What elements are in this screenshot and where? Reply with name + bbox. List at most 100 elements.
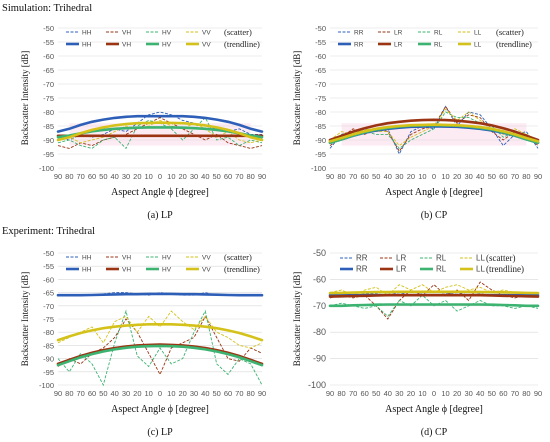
x-tick-label: 70 <box>349 389 357 398</box>
y-tick-label: -90 <box>315 136 326 145</box>
y-tick-label: -85 <box>43 341 54 350</box>
y-axis-label: Backscatter Intensity [dB] <box>292 51 302 145</box>
legend-trend-label: RL <box>434 42 443 49</box>
x-tick-label: 30 <box>464 389 472 398</box>
legend-scatter-label: VH <box>122 30 131 37</box>
legend-trend-label: LR <box>394 42 403 49</box>
legend-scatter-label: LL <box>474 30 482 37</box>
scatter-series-vh <box>57 117 263 149</box>
x-tick-label: 90 <box>534 172 542 181</box>
x-tick-label: 80 <box>246 389 254 398</box>
x-tick-label: 70 <box>76 389 84 398</box>
y-tick-label: -95 <box>43 368 54 377</box>
legend-scatter-label: VV <box>202 255 211 262</box>
experiment-section-title: Experiment: Trihedral <box>2 226 96 237</box>
trendline-series-hv <box>56 126 264 139</box>
legend-trend-note: (trendline) <box>486 264 524 274</box>
chart-panel-d: -100 -90 -80 -70 -60 -50 90 80 70 60 50 40 30 20 10 0 10… <box>280 243 545 442</box>
scatter-series-ll <box>329 108 539 147</box>
x-tick-label: 30 <box>190 389 198 398</box>
x-tick-label: 60 <box>224 389 232 398</box>
x-tick-label: 0 <box>432 389 436 398</box>
x-axis-label: Aspect Angle ϕ [degree] <box>111 404 209 415</box>
x-tick-label: 60 <box>88 389 96 398</box>
y-tick-label: -50 <box>43 24 54 33</box>
y-tick-label: -55 <box>43 38 54 47</box>
legend-scatter-label: LR <box>396 254 406 263</box>
x-tick-label: 70 <box>235 389 243 398</box>
x-tick-label: 80 <box>65 389 73 398</box>
x-tick-label: 30 <box>395 172 403 181</box>
trendline-series-vv <box>56 121 264 142</box>
x-tick-label: 80 <box>337 172 345 181</box>
y-tick-label: -90 <box>43 355 54 364</box>
x-tick-label: 70 <box>511 172 519 181</box>
x-tick-label: 80 <box>246 172 254 181</box>
y-tick-label: -95 <box>43 150 54 159</box>
x-tick-label: 30 <box>395 389 403 398</box>
y-tick-label: -100 <box>308 380 326 390</box>
x-tick-label: 90 <box>534 389 542 398</box>
y-tick-label: -100 <box>311 164 326 173</box>
y-tick-label: -75 <box>43 315 54 324</box>
x-tick-label: 50 <box>488 389 496 398</box>
legend-scatter-label: RL <box>434 30 443 37</box>
x-tick-label: 70 <box>511 389 519 398</box>
x-tick-label: 90 <box>54 389 62 398</box>
y-tick-label: -65 <box>43 66 54 75</box>
y-axis-label: Backscatter Intensity [dB] <box>20 51 30 145</box>
x-tick-label: 60 <box>360 172 368 181</box>
x-tick-label: 80 <box>522 389 530 398</box>
x-tick-label: 40 <box>201 172 209 181</box>
legend-trend-label: HV <box>162 42 172 49</box>
x-axis-label: Aspect Angle ϕ [degree] <box>111 187 209 198</box>
x-tick-label: 40 <box>476 172 484 181</box>
legend-scatter-note: (scatter) <box>486 253 515 263</box>
x-tick-label: 60 <box>360 389 368 398</box>
trendline-series-rl <box>328 303 540 308</box>
x-tick-label: 70 <box>349 172 357 181</box>
simulation-section-title: Simulation: Trihedral <box>2 3 93 14</box>
x-tick-label: 10 <box>441 389 449 398</box>
y-tick-label: -80 <box>43 328 54 337</box>
panel-caption: (d) CP <box>421 427 448 438</box>
legend-trend-label: VV <box>202 42 211 49</box>
legend-scatter-label: RL <box>436 254 447 263</box>
y-tick-label: -80 <box>43 108 54 117</box>
legend-trend-note: (trendline) <box>496 39 532 49</box>
legend-scatter-label: RR <box>356 254 368 263</box>
x-tick-label: 50 <box>488 172 496 181</box>
x-tick-label: 10 <box>441 172 449 181</box>
legend-scatter-note: (scatter) <box>496 27 524 37</box>
legend-trend-label: VH <box>122 42 131 49</box>
y-tick-label: -55 <box>315 38 326 47</box>
y-tick-label: -50 <box>43 249 54 258</box>
legend-trend-label: RL <box>436 265 447 274</box>
x-tick-label: 40 <box>201 389 209 398</box>
x-tick-label: 50 <box>99 389 107 398</box>
x-tick-label: 20 <box>133 172 141 181</box>
x-tick-label: 30 <box>122 389 130 398</box>
legend-scatter-label: HH <box>82 255 92 262</box>
y-tick-label: -90 <box>313 354 326 364</box>
trendline-series-lr <box>328 293 540 298</box>
y-tick-label: -80 <box>315 108 326 117</box>
x-tick-label: 20 <box>453 389 461 398</box>
y-tick-label: -95 <box>315 150 326 159</box>
x-tick-label: 50 <box>372 389 380 398</box>
x-tick-label: 30 <box>122 172 130 181</box>
x-tick-label: 40 <box>110 389 118 398</box>
x-tick-label: 40 <box>476 389 484 398</box>
chart-panel-a: -100 -95 -90 -85 -80 -75 -70 -65 -60 -55 -50 90 80 70… <box>10 20 270 225</box>
y-tick-label: -75 <box>43 94 54 103</box>
y-tick-label: -70 <box>43 302 54 311</box>
x-tick-label: 60 <box>499 389 507 398</box>
legend-trend-label: HH <box>82 42 92 49</box>
y-tick-label: -60 <box>315 52 326 61</box>
x-tick-label: 10 <box>144 172 152 181</box>
y-tick-label: -55 <box>43 262 54 271</box>
y-axis-label: Backscatter Intensity [dB] <box>292 272 302 366</box>
trendline-series-ll <box>328 123 540 143</box>
